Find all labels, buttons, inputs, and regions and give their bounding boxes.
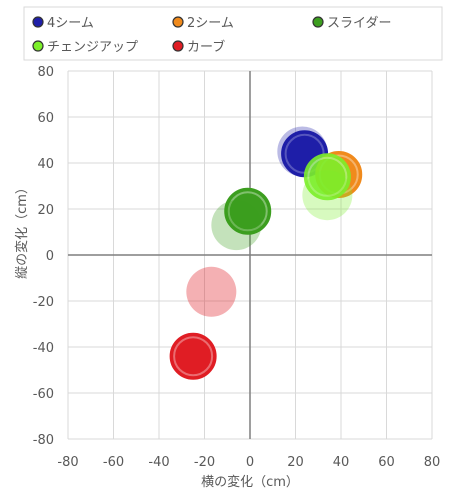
x-tick-label-0: -80 (57, 455, 78, 470)
point-highlight (307, 156, 348, 197)
legend-label: 2シーム (187, 16, 234, 31)
point-2-1 (211, 200, 262, 251)
x-axis-title: 横の変化（cm） (201, 474, 299, 490)
point-2-0 (224, 187, 272, 235)
point-disc (302, 170, 353, 221)
legend-label: カーブ (187, 39, 225, 55)
data-points (169, 126, 363, 380)
x-tick-label-7: 60 (378, 455, 395, 470)
point-disc (169, 332, 217, 380)
point-3-1 (302, 170, 353, 221)
x-tick-label-5: 20 (287, 455, 304, 470)
y-tick-label-0: -80 (33, 433, 54, 448)
x-tick-label-4: 0 (246, 455, 254, 470)
legend-label: 4シーム (47, 16, 94, 31)
y-tick-label-7: 60 (37, 111, 54, 126)
legend-marker (172, 16, 184, 28)
legend-box (23, 6, 443, 61)
legend-item-2: スライダー (312, 16, 391, 31)
point-highlight (227, 191, 268, 232)
y-tick-label-5: 20 (37, 203, 54, 218)
y-tick-label-8: 80 (37, 65, 54, 80)
legend-item-1: 2シーム (172, 16, 234, 31)
legend-marker (172, 40, 184, 52)
tick-labels: -80 -60 -40 -20 0 20 40 60 80 -80 -60 -40 -20 0 20 40 60… (33, 65, 441, 470)
x-tick-label-3: -20 (194, 455, 215, 470)
x-tick-label-8: 80 (424, 455, 441, 470)
legend-label: スライダー (327, 16, 391, 31)
y-tick-label-2: -40 (33, 341, 54, 356)
point-disc (186, 266, 237, 317)
point-disc (211, 200, 262, 251)
legend-marker (32, 40, 44, 52)
y-tick-label-1: -60 (33, 387, 54, 402)
legend-item-4: カーブ (172, 39, 225, 55)
y-tick-label-6: 40 (37, 157, 54, 172)
point-3-0 (303, 153, 351, 201)
axes (68, 71, 432, 439)
point-4-1 (186, 266, 237, 317)
y-tick-label-4: 0 (46, 249, 54, 264)
x-tick-label-6: 40 (333, 455, 350, 470)
y-tick-label-3: -20 (33, 295, 54, 310)
point-disc (303, 153, 351, 201)
legend-item-3: チェンジアップ (32, 40, 138, 55)
x-tick-label-2: -40 (148, 455, 169, 470)
x-tick-label-1: -60 (103, 455, 124, 470)
legend-item-0: 4シーム (32, 16, 94, 31)
point-highlight (173, 336, 214, 377)
legend-label: チェンジアップ (47, 40, 138, 55)
point-disc (224, 187, 272, 235)
legend-marker (312, 16, 324, 28)
point-4-0 (169, 332, 217, 380)
legend-marker (32, 16, 44, 28)
y-axis-title: 縦の変化（cm） (14, 181, 30, 279)
